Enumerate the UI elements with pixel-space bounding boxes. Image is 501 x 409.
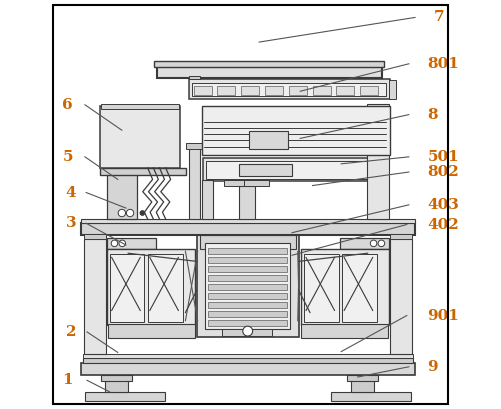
Bar: [205, 162, 371, 179]
Bar: [330, 392, 410, 401]
Circle shape: [118, 210, 125, 217]
Bar: [207, 276, 287, 281]
Bar: [191, 83, 386, 97]
Circle shape: [140, 211, 144, 216]
Bar: [207, 258, 287, 263]
Bar: [359, 87, 377, 96]
Bar: [84, 240, 106, 354]
Bar: [238, 164, 292, 177]
Bar: [154, 62, 383, 68]
Bar: [188, 80, 389, 100]
Bar: [81, 363, 414, 375]
Bar: [81, 224, 414, 235]
Bar: [207, 294, 287, 299]
Text: 802: 802: [426, 165, 458, 179]
Bar: [188, 77, 200, 80]
Text: 7: 7: [432, 10, 443, 24]
Text: 6: 6: [62, 97, 73, 111]
Circle shape: [126, 210, 133, 217]
Bar: [217, 87, 235, 96]
Bar: [105, 380, 128, 392]
Bar: [351, 380, 373, 392]
Bar: [188, 148, 200, 220]
Bar: [107, 324, 194, 339]
Bar: [341, 255, 376, 322]
Text: 2: 2: [66, 324, 76, 338]
Bar: [207, 249, 287, 254]
Bar: [202, 158, 374, 182]
Circle shape: [377, 240, 384, 247]
Bar: [109, 255, 144, 322]
Bar: [101, 105, 179, 110]
Bar: [389, 234, 411, 239]
Bar: [201, 106, 389, 155]
Bar: [205, 243, 290, 329]
Bar: [312, 87, 330, 96]
Bar: [186, 143, 202, 149]
Circle shape: [242, 326, 252, 336]
Bar: [83, 358, 412, 363]
Bar: [107, 175, 137, 220]
Text: 4: 4: [66, 185, 76, 199]
Bar: [240, 87, 259, 96]
Bar: [388, 81, 395, 99]
Text: 9: 9: [426, 359, 437, 373]
Text: 3: 3: [66, 216, 76, 230]
Bar: [201, 181, 213, 220]
Text: 5: 5: [62, 149, 73, 163]
Text: 501: 501: [426, 149, 458, 163]
Bar: [234, 182, 259, 187]
Bar: [336, 87, 354, 96]
Text: 801: 801: [426, 56, 458, 70]
Bar: [288, 87, 306, 96]
Bar: [300, 324, 387, 339]
Bar: [389, 240, 411, 354]
Bar: [207, 303, 287, 308]
Bar: [248, 132, 288, 149]
Bar: [347, 375, 377, 381]
Bar: [339, 238, 388, 249]
Bar: [81, 220, 414, 224]
Bar: [199, 235, 295, 249]
Bar: [301, 249, 388, 325]
Bar: [238, 187, 255, 220]
Bar: [107, 238, 156, 249]
Text: 1: 1: [62, 373, 73, 387]
Bar: [303, 255, 338, 322]
Bar: [196, 235, 298, 337]
Text: 403: 403: [426, 198, 458, 211]
Text: 901: 901: [426, 308, 458, 322]
Bar: [156, 68, 381, 79]
Circle shape: [370, 240, 376, 247]
Bar: [85, 392, 164, 401]
Bar: [222, 329, 271, 336]
Bar: [147, 255, 182, 322]
Bar: [100, 169, 186, 176]
Bar: [366, 105, 388, 220]
Bar: [84, 234, 106, 239]
Bar: [207, 321, 287, 326]
Bar: [193, 87, 211, 96]
Circle shape: [111, 240, 118, 247]
Bar: [83, 354, 412, 358]
Bar: [207, 267, 287, 272]
Circle shape: [119, 240, 125, 247]
Bar: [207, 312, 287, 317]
Text: 8: 8: [426, 108, 437, 121]
Bar: [207, 285, 287, 290]
Bar: [244, 180, 269, 186]
Bar: [100, 107, 180, 169]
Bar: [265, 87, 283, 96]
Text: 402: 402: [426, 217, 458, 231]
Bar: [101, 375, 132, 381]
Bar: [107, 249, 194, 325]
Bar: [223, 180, 248, 186]
